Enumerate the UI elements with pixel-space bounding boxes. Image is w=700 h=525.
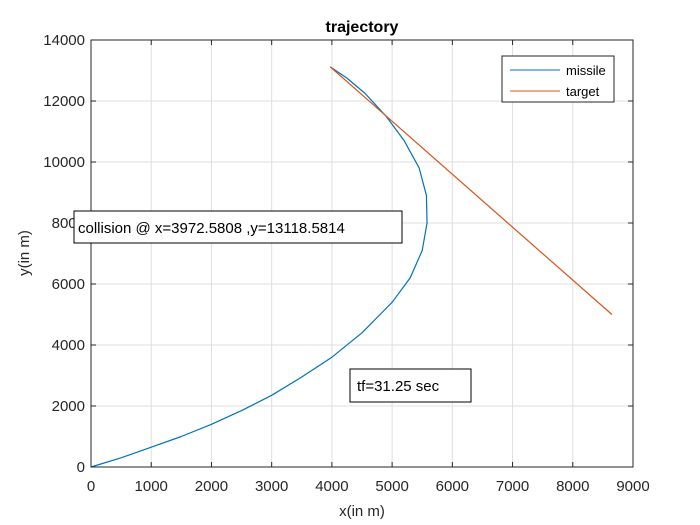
x-tick-label: 1000 — [135, 478, 168, 495]
collision-annotation: collision @ x=3972.5808 ,y=13118.5814 — [73, 210, 403, 244]
x-tick-label: 3000 — [255, 478, 288, 495]
x-tick-label: 2000 — [195, 478, 228, 495]
x-tick-label: 6000 — [436, 478, 469, 495]
x-axis-label: x(in m) — [339, 503, 385, 520]
plot-frame — [90, 39, 634, 468]
x-tick-label: 8000 — [556, 478, 589, 495]
y-tick-label: 2000 — [52, 398, 85, 415]
tf-annotation-text: tf=31.25 sec — [357, 378, 440, 395]
legend-label-target: target — [566, 84, 600, 99]
y-tick-label: 10000 — [43, 154, 85, 171]
legend-box — [501, 55, 615, 103]
series-lines — [90, 66, 613, 468]
y-tick-label: 4000 — [52, 337, 85, 354]
tf-annotation: tf=31.25 sec — [349, 368, 472, 403]
y-tick-label: 6000 — [52, 276, 85, 293]
series-line-missile — [90, 66, 428, 468]
legend: missile target — [501, 55, 615, 103]
x-tick-label: 9000 — [616, 478, 649, 495]
y-tick-label: 0 — [77, 459, 85, 476]
y-tick-label: 14000 — [43, 32, 85, 49]
x-tick-label: 7000 — [496, 478, 529, 495]
collision-annotation-text: collision @ x=3972.5808 ,y=13118.5814 — [78, 220, 345, 237]
series-line-target — [329, 66, 613, 315]
x-tick-label: 5000 — [375, 478, 408, 495]
legend-label-missile: missile — [566, 63, 606, 78]
collision-annotation-box — [73, 210, 403, 244]
y-axis-label: y(in m) — [16, 230, 33, 276]
x-tick-label: 4000 — [315, 478, 348, 495]
tf-annotation-box — [349, 368, 472, 403]
chart-title: trajectory — [326, 19, 399, 36]
y-tick-label: 12000 — [43, 93, 85, 110]
x-tick-label: 0 — [87, 478, 95, 495]
grid-lines — [90, 39, 634, 468]
